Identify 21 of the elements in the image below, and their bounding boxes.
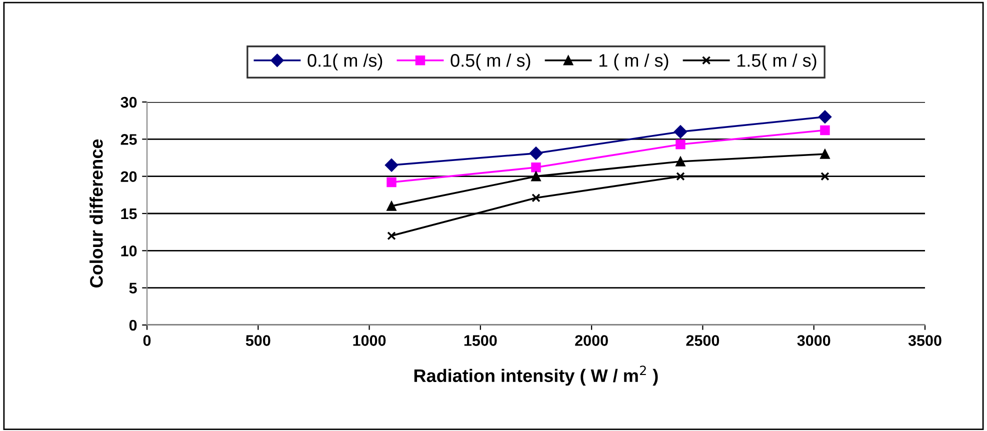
x-tick-label: 500 [246,335,270,346]
x-tick-label: 2500 [686,335,720,346]
x-tick-label: 2000 [575,335,608,346]
y-tick-label: 25 [120,134,137,145]
y-tick-label: 0 [129,320,137,331]
y-axis-title: Colour difference [90,139,103,288]
x-tick-label: 1500 [464,335,497,346]
y-tick-label: 15 [121,208,137,220]
y-tick-label: 10 [121,246,137,256]
legend-label: 1 ( m / s) [599,54,668,70]
y-tick-label: 30 [120,96,137,108]
y-tick-label: 20 [120,171,137,182]
legend-label: 1.5( m / s) [737,54,816,70]
x-axis-title: Radiation intensity ( W / m$^{2}$ ) [414,366,658,386]
x-tick-label: 3500 [908,335,942,346]
x-tick-label: 3000 [797,335,830,346]
legend-label: 0.1( m /s) [308,54,382,70]
x-tick-label: 0 [143,335,151,346]
x-tick-label: 1000 [353,335,386,346]
legend-label: 0.5( m / s) [450,54,530,70]
y-tick-label: 5 [129,282,137,294]
